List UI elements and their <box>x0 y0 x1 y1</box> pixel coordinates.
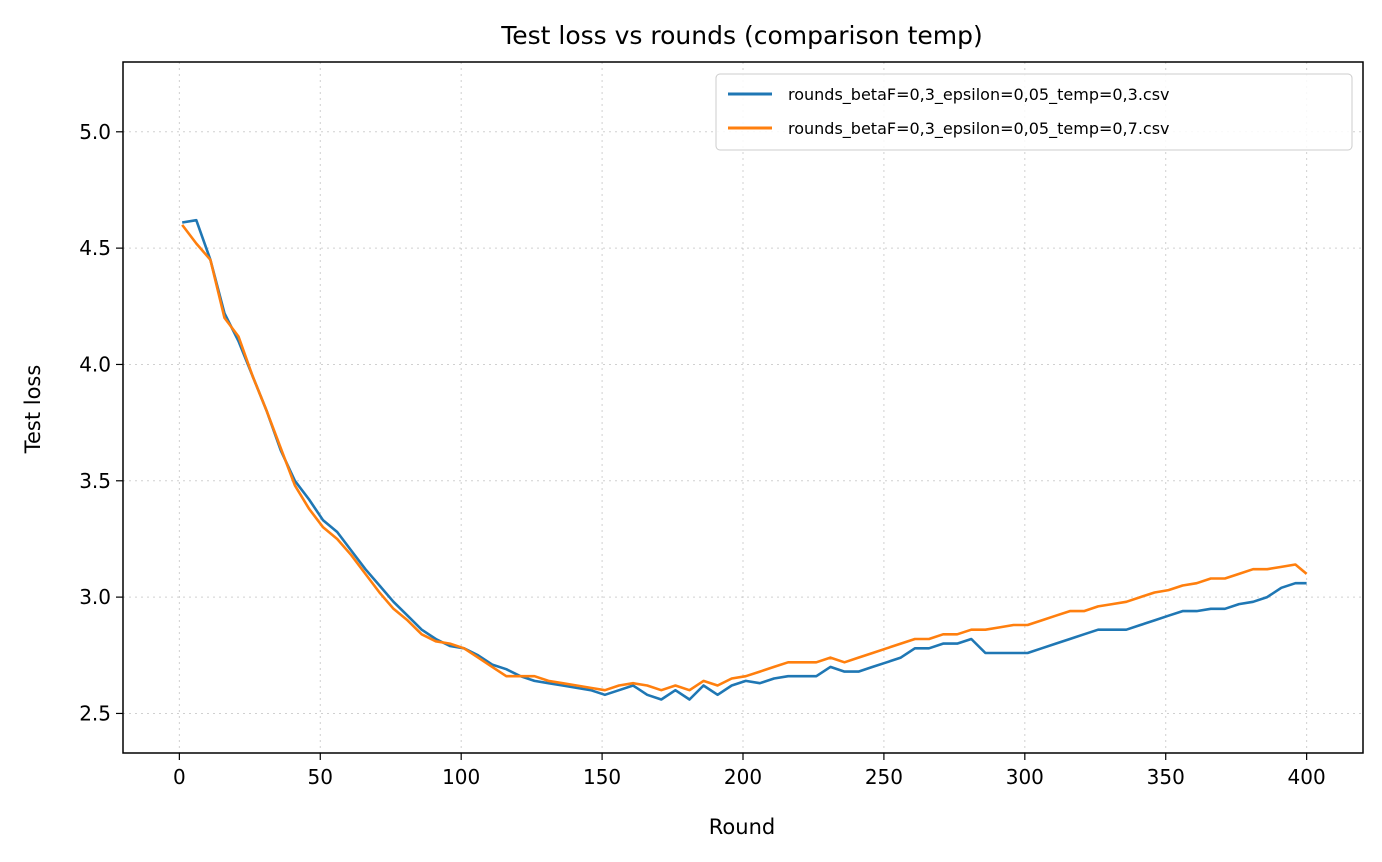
chart-title: Test loss vs rounds (comparison temp) <box>500 21 983 50</box>
y-axis-title: Test loss <box>21 365 45 455</box>
y-tick-label: 4.0 <box>79 352 111 376</box>
y-tick-label: 3.0 <box>79 585 111 609</box>
legend-box <box>715 73 1353 151</box>
x-axis-title: Round <box>709 815 775 839</box>
legend-entry-2: rounds_betaF=0,3_epsilon=0,05_temp=0,7.c… <box>788 119 1170 139</box>
y-tick-label: 4.5 <box>79 236 111 260</box>
x-tick-label: 0 <box>173 765 186 789</box>
x-axis: 0 50 100 150 200 250 300 350 400 <box>173 753 1326 789</box>
x-tick-label: 100 <box>442 765 480 789</box>
y-tick-label: 5.0 <box>79 120 111 144</box>
series-layer <box>181 218 1308 701</box>
series-line-2 <box>181 224 1308 692</box>
x-tick-label: 350 <box>1147 765 1185 789</box>
legend-entry-1: rounds_betaF=0,3_epsilon=0,05_temp=0,3.c… <box>788 85 1170 105</box>
y-tick-label: 3.5 <box>79 469 111 493</box>
y-axis: 2.5 3.0 3.5 4.0 4.5 5.0 <box>79 120 123 725</box>
x-tick-label: 50 <box>308 765 333 789</box>
x-tick-label: 300 <box>1006 765 1044 789</box>
x-tick-label: 400 <box>1288 765 1326 789</box>
x-tick-label: 250 <box>865 765 903 789</box>
y-tick-label: 2.5 <box>79 701 111 725</box>
series-line-1 <box>181 218 1307 701</box>
legend: rounds_betaF=0,3_epsilon=0,05_temp=0,3.c… <box>715 73 1353 151</box>
x-tick-label: 200 <box>724 765 762 789</box>
x-tick-label: 150 <box>583 765 621 789</box>
